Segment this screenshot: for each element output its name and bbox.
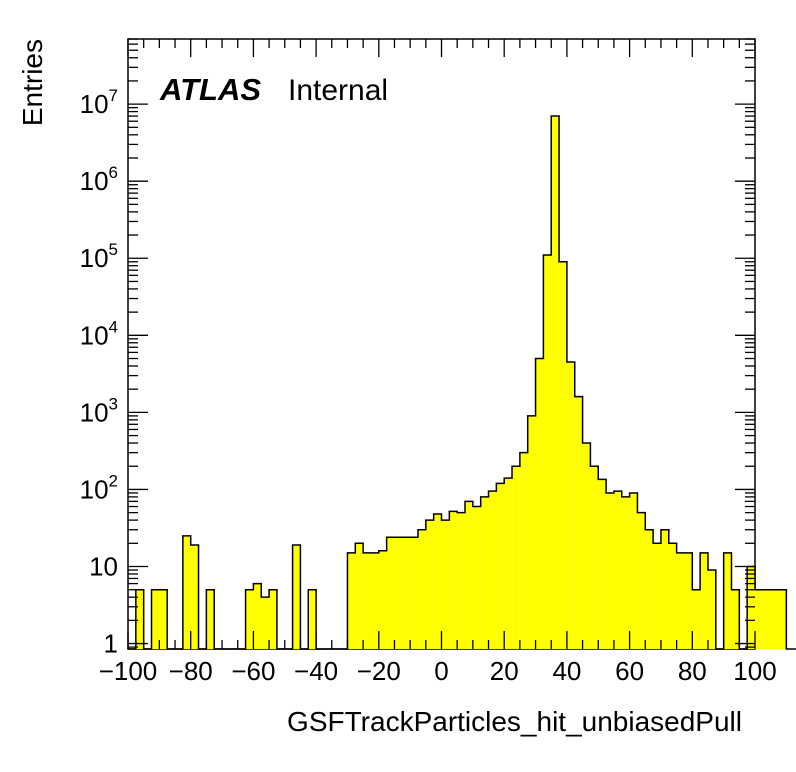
y-tick-labels: 1 10 102 103 104 105 106 107	[80, 86, 118, 658]
histogram-bar	[660, 529, 669, 649]
x-tick-label: −80	[169, 656, 213, 686]
histogram-bar	[355, 543, 364, 649]
histogram-bar	[488, 491, 497, 649]
histogram-bar	[496, 483, 505, 649]
histogram-bar	[417, 529, 426, 649]
histogram-bar	[755, 589, 763, 649]
y-tick-label: 107	[80, 86, 118, 119]
histogram-bar	[402, 537, 411, 649]
histogram-bar	[676, 552, 685, 649]
histogram-bar	[574, 396, 583, 649]
x-tick-label: −100	[99, 656, 158, 686]
histogram-bar	[441, 520, 450, 649]
y-tick-label: 104	[80, 317, 118, 350]
histogram-bar	[590, 466, 599, 649]
histogram-bar	[613, 491, 622, 649]
histogram-bar	[261, 597, 270, 649]
histogram-bar	[527, 415, 536, 649]
histogram-bar	[519, 452, 528, 649]
histogram-bar	[551, 116, 560, 649]
histogram-bar	[700, 552, 708, 649]
histogram-bar	[684, 552, 693, 649]
x-tick-labels: −100 −80 −60 −40 −20 0 20 40 60 80 100	[99, 656, 777, 686]
y-tick-label: 1	[104, 629, 118, 659]
x-tick-label: 20	[490, 656, 519, 686]
histogram-bar	[723, 552, 732, 649]
atlas-label: ATLAS	[159, 72, 261, 107]
histogram-bar	[410, 537, 418, 649]
histogram-bar	[378, 550, 387, 649]
histogram-bar	[504, 478, 513, 649]
histogram-bar	[762, 589, 771, 649]
histogram-bar	[598, 479, 607, 649]
x-tick-label: 40	[552, 656, 581, 686]
histogram-bar	[253, 583, 262, 649]
histogram-bar	[457, 512, 466, 649]
y-axis-title: Entries	[17, 39, 48, 126]
histogram-bar	[472, 506, 481, 649]
histogram-outline	[128, 115, 796, 650]
histogram-bar	[731, 589, 740, 649]
histogram-bar	[637, 512, 646, 649]
histogram-bar	[629, 492, 638, 649]
histogram-bar	[566, 362, 575, 649]
histogram-bar	[692, 589, 701, 649]
histogram-bar	[347, 552, 356, 649]
histogram-bar	[135, 589, 144, 649]
histogram-bar	[668, 543, 677, 649]
y-tick-label: 105	[80, 240, 118, 273]
x-tick-label: 0	[434, 656, 448, 686]
y-tick-label: 10	[89, 551, 118, 581]
histogram-bar	[206, 589, 215, 649]
histogram-bar	[182, 535, 191, 649]
histogram-bar	[269, 589, 277, 649]
histogram-bar	[645, 529, 654, 649]
internal-label: Internal	[288, 74, 388, 107]
histogram-bar	[621, 496, 630, 649]
x-axis-title: GSFTrackParticles_hit_unbiasedPull	[287, 706, 742, 737]
x-tick-label: −40	[294, 656, 338, 686]
histogram-bar	[433, 514, 442, 649]
histogram-bar	[543, 255, 552, 650]
histogram-bar	[370, 552, 379, 649]
x-tick-label: 60	[615, 656, 644, 686]
histogram-bar	[653, 543, 661, 649]
histogram-bar	[292, 545, 301, 649]
x-tick-label: 80	[678, 656, 707, 686]
histogram-bar	[449, 511, 458, 649]
histogram-bar	[425, 520, 434, 649]
histogram-bar	[747, 566, 755, 649]
x-tick-label: −20	[357, 656, 401, 686]
histogram-bar	[559, 261, 567, 649]
histogram-bar	[151, 589, 160, 649]
histogram-bar	[770, 589, 779, 649]
histogram-bar	[386, 537, 395, 649]
histogram-bar	[512, 466, 520, 649]
histogram-bar	[707, 570, 716, 649]
x-tick-label: −60	[231, 656, 275, 686]
histogram-bar	[535, 358, 544, 649]
histogram-bar	[778, 589, 787, 649]
y-tick-label: 106	[80, 163, 118, 196]
histogram-bar	[582, 443, 591, 649]
histogram-bar	[363, 552, 371, 649]
histogram-bar	[245, 589, 254, 649]
y-tick-label: 103	[80, 394, 118, 427]
x-tick-label: 100	[733, 656, 776, 686]
histogram-bar	[606, 492, 614, 649]
y-tick-label: 102	[80, 471, 118, 504]
histogram-bar	[308, 589, 317, 649]
histogram-bar	[190, 545, 199, 649]
histogram-bar	[465, 501, 473, 649]
axis-ticks	[127, 38, 756, 649]
histogram-bar	[159, 589, 168, 649]
histogram-bar	[480, 496, 489, 649]
histogram-bar	[394, 537, 403, 649]
histogram-bars	[128, 115, 796, 650]
